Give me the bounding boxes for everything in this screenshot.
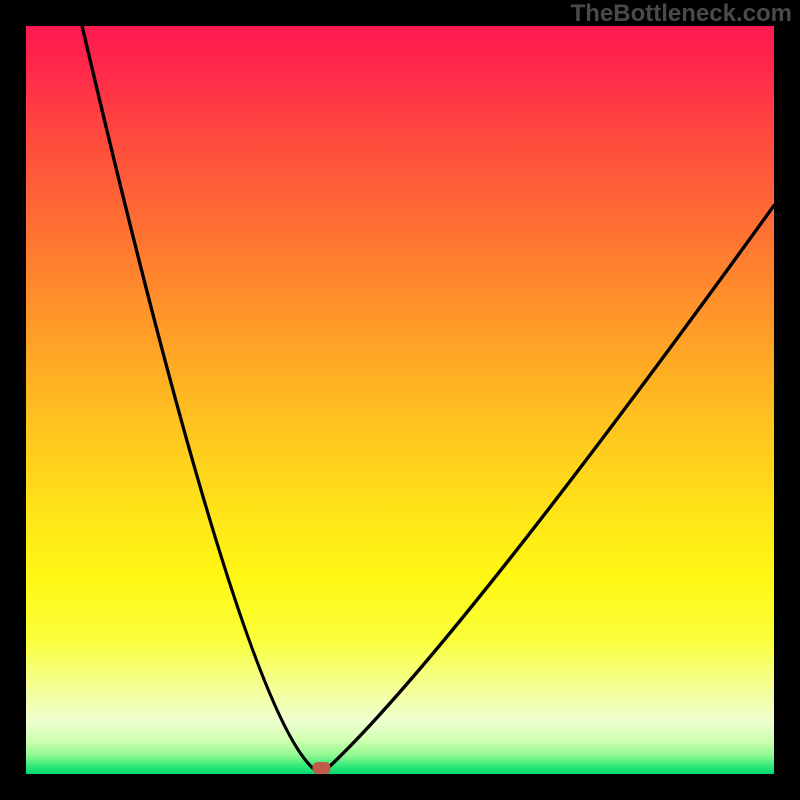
- minimum-marker: [312, 762, 330, 774]
- plot-area: [26, 26, 774, 774]
- chart-frame: TheBottleneck.com: [0, 0, 800, 800]
- watermark-text: TheBottleneck.com: [571, 0, 792, 28]
- bottleneck-curve: [26, 26, 774, 774]
- v-curve-path: [82, 26, 774, 774]
